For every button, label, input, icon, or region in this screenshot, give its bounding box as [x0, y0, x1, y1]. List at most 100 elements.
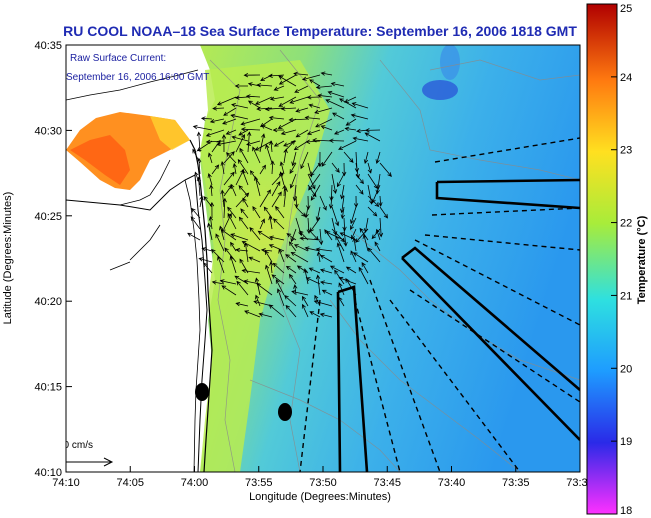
- land-coastline-north: [66, 69, 199, 101]
- current-vector-arrow: [247, 100, 261, 109]
- current-vector-arrow: [265, 143, 273, 164]
- current-vector-arrow: [192, 124, 213, 131]
- current-vector-arrow: [284, 294, 297, 307]
- y-tick-label: 40:20: [34, 296, 62, 308]
- current-vector-arrow: [289, 173, 297, 189]
- current-vector-arrow: [227, 206, 237, 219]
- current-vector-arrow: [211, 164, 220, 175]
- current-vector-arrow: [325, 231, 345, 241]
- sst-cold-patch: [422, 80, 458, 100]
- current-vector-arrow: [272, 127, 285, 133]
- current-vector-arrow: [256, 106, 273, 112]
- colorbar-tick-label: 18: [620, 505, 632, 517]
- current-vector-arrow: [234, 275, 249, 285]
- current-vector-arrow: [352, 237, 357, 252]
- current-vector-arrow: [252, 206, 261, 219]
- current-vector-arrow: [209, 201, 215, 219]
- current-vector-arrow: [320, 71, 333, 76]
- current-vector-arrow: [315, 84, 333, 90]
- current-vector-arrow: [345, 118, 357, 126]
- current-vector-arrow: [217, 255, 225, 274]
- current-vector-arrow: [367, 206, 378, 217]
- current-vector-arrow: [268, 73, 285, 78]
- x-axis-label: Longitude (Degrees:Minutes): [249, 491, 391, 503]
- current-vector-arrow: [317, 93, 333, 98]
- current-vector-arrow: [301, 74, 321, 81]
- current-vector-arrow: [205, 139, 225, 144]
- current-vector-arrow: [316, 251, 322, 263]
- current-vector-arrow: [235, 192, 250, 208]
- current-vector-arrow: [269, 96, 285, 101]
- current-vector-arrow: [303, 268, 309, 285]
- current-vector-arrow: [242, 197, 249, 208]
- current-vector-arrow: [223, 151, 235, 164]
- current-vector-arrow: [243, 242, 249, 263]
- current-vector-arrow: [264, 106, 285, 112]
- current-vector-arrow: [248, 256, 261, 263]
- current-vector-arrow: [355, 184, 364, 195]
- current-vector-arrow: [294, 85, 309, 93]
- current-vector-arrow: [310, 162, 321, 177]
- current-vector-arrow: [343, 228, 348, 247]
- current-vector-arrow: [305, 139, 321, 144]
- land-new-jersey: [66, 174, 208, 472]
- current-vector-arrow: [257, 230, 273, 241]
- current-vector-arrow: [327, 90, 345, 98]
- current-vector-arrow: [280, 129, 297, 136]
- current-vector-arrow: [313, 299, 333, 307]
- current-vector-arrow: [211, 248, 225, 263]
- transect-boxes: [336, 178, 580, 472]
- current-vector-arrow: [229, 255, 237, 274]
- current-vector-arrow: [352, 252, 369, 263]
- current-vector-arrow: [321, 151, 333, 167]
- current-vector-arrow: [221, 285, 237, 296]
- current-vector-arrow: [304, 115, 321, 120]
- current-vector-arrow: [225, 152, 237, 164]
- current-vector-arrow: [190, 216, 201, 230]
- current-vector-arrow: [291, 290, 309, 296]
- land-sandy-hook: [189, 139, 213, 472]
- current-vector-arrow: [211, 139, 221, 153]
- current-vector-arrow: [223, 107, 237, 116]
- current-vector-arrow: [342, 162, 347, 177]
- colorbar-tick-label: 23: [620, 145, 632, 157]
- current-vector-arrow: [221, 134, 227, 153]
- y-tick-label: 40:15: [34, 382, 62, 394]
- current-vector-arrow: [315, 247, 333, 252]
- current-vector-arrow: [260, 248, 273, 253]
- current-vector-arrow: [272, 262, 285, 274]
- current-vector-arrow: [312, 138, 333, 143]
- current-vector-arrow: [234, 83, 248, 89]
- map-title: RU COOL NOAA–18 Sea Surface Temperature:…: [63, 23, 577, 39]
- y-tick-label: 40:10: [34, 467, 62, 479]
- current-vector-arrow: [269, 261, 274, 274]
- current-vector-arrow: [353, 195, 359, 208]
- current-vector-arrow: [301, 303, 309, 318]
- colorbar: [586, 3, 618, 515]
- current-vector-arrow: [363, 151, 369, 165]
- current-vector-arrow: [227, 212, 237, 230]
- current-vector-arrow: [319, 195, 327, 211]
- current-vector-arrow: [333, 129, 345, 135]
- current-vector-arrow: [288, 241, 297, 252]
- x-tick-label: 73:35: [502, 477, 530, 489]
- colorbar-tick-label: 21: [620, 290, 632, 302]
- current-vector-arrow: [259, 218, 265, 230]
- current-vector-arrow: [201, 247, 213, 252]
- current-vector-arrow: [361, 262, 369, 274]
- current-vector-arrow: [371, 228, 381, 240]
- current-vector-arrow: [256, 83, 273, 88]
- current-vector-arrow: [224, 247, 237, 263]
- current-vector-arrow: [329, 265, 345, 274]
- current-vector-arrow: [304, 246, 321, 252]
- current-vector-arrow: [379, 206, 388, 219]
- current-vector-arrow: [350, 206, 357, 225]
- current-vector-arrow: [272, 218, 285, 230]
- current-vector-arrow: [314, 107, 333, 114]
- current-vector-arrow: [293, 244, 309, 252]
- current-vector-arrow: [325, 99, 345, 109]
- current-vector-arrow: [295, 206, 306, 218]
- map-area: Raw Surface Current: September 16, 2006 …: [66, 45, 580, 472]
- colorbar-tick-label: 22: [620, 218, 632, 230]
- current-vector-arrow: [239, 147, 249, 164]
